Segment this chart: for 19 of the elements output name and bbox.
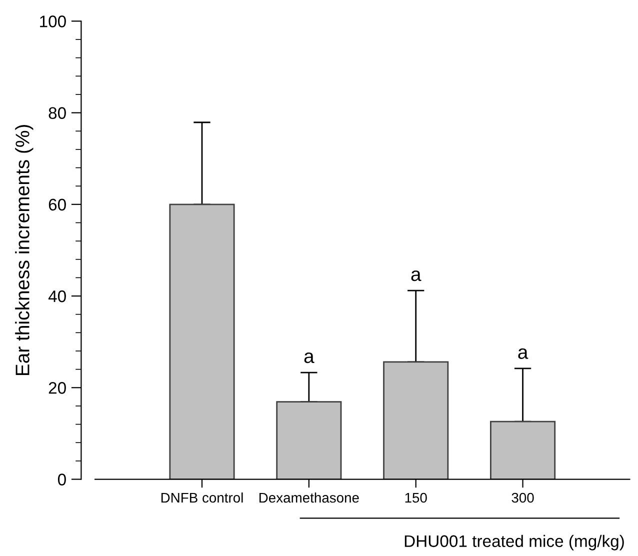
y-tick-label: 60 (48, 198, 66, 211)
x-tick-label: 300 (512, 492, 534, 503)
y-tick-label: 80 (48, 107, 66, 119)
bar (276, 401, 342, 480)
x-tick-label: Dexamethasone (259, 492, 359, 503)
bar (383, 361, 449, 480)
x-tick-label: 150 (405, 492, 427, 503)
annotation: a (304, 352, 314, 364)
y-tick-label: 0 (58, 474, 66, 486)
x-tick-label: DNFB control (161, 492, 243, 503)
y-tick-label: 100 (40, 16, 66, 28)
text: DHU001 treated mice (mg/kg) (404, 534, 624, 550)
bar (169, 204, 235, 480)
y-tick-label: 20 (48, 382, 66, 394)
annotation: a (411, 270, 422, 282)
annotation: a (518, 348, 528, 359)
y-tick-label: 40 (48, 290, 66, 302)
y-axis-title: Ear thickness increments (%) (15, 124, 34, 376)
bar (490, 420, 556, 480)
